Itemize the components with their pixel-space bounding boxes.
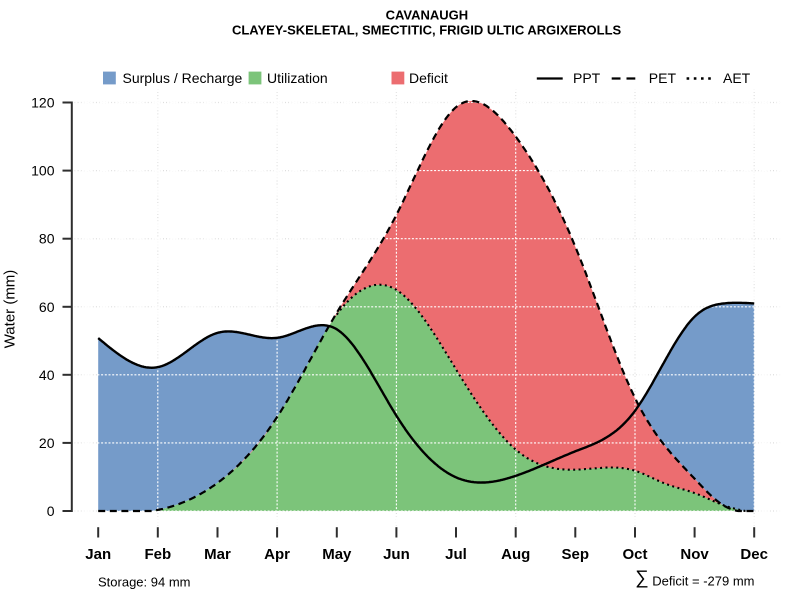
- svg-text:Utilization: Utilization: [267, 70, 328, 86]
- svg-text:Water (mm): Water (mm): [2, 270, 19, 349]
- svg-text:120: 120: [31, 95, 55, 111]
- svg-text:60: 60: [39, 299, 55, 315]
- svg-text:20: 20: [39, 435, 55, 451]
- svg-text:Jan: Jan: [85, 546, 111, 563]
- svg-text:100: 100: [31, 163, 55, 179]
- svg-text:CLAYEY-SKELETAL, SMECTITIC, FR: CLAYEY-SKELETAL, SMECTITIC, FRIGID ULTIC…: [232, 22, 622, 37]
- svg-text:Deficit: Deficit: [409, 70, 448, 86]
- svg-text:40: 40: [39, 367, 55, 383]
- svg-text:Dec: Dec: [740, 546, 768, 563]
- svg-text:AET: AET: [723, 70, 751, 86]
- svg-text:Jun: Jun: [383, 546, 410, 563]
- svg-text:0: 0: [47, 503, 55, 519]
- svg-text:Aug: Aug: [501, 546, 530, 563]
- svg-text:Jul: Jul: [445, 546, 467, 563]
- svg-text:May: May: [322, 546, 352, 563]
- svg-text:80: 80: [39, 231, 55, 247]
- svg-text:PET: PET: [649, 70, 677, 86]
- svg-text:Oct: Oct: [622, 546, 647, 563]
- svg-text:Feb: Feb: [144, 546, 171, 563]
- svg-text:∑ Deficit = -279 mm: ∑ Deficit = -279 mm: [635, 568, 754, 589]
- svg-text:CAVANAUGH: CAVANAUGH: [386, 8, 469, 23]
- svg-text:Storage: 94 mm: Storage: 94 mm: [98, 574, 191, 589]
- svg-text:Mar: Mar: [204, 546, 231, 563]
- svg-text:Sep: Sep: [562, 546, 590, 563]
- svg-text:Surplus / Recharge: Surplus / Recharge: [123, 70, 243, 86]
- svg-text:Apr: Apr: [264, 546, 290, 563]
- svg-text:Nov: Nov: [680, 546, 709, 563]
- svg-text:PPT: PPT: [573, 70, 601, 86]
